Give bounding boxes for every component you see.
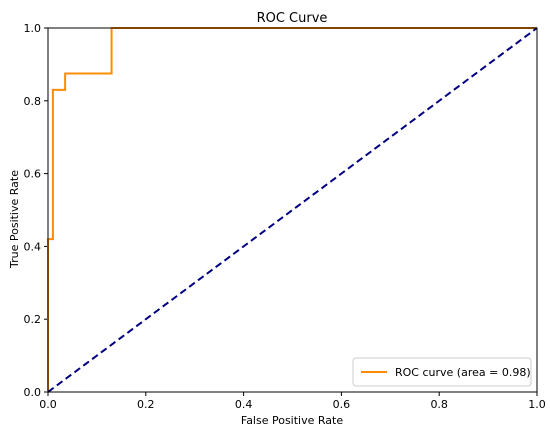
- y-tick-label: 0.6: [24, 168, 42, 181]
- x-tick-label: 0.8: [430, 398, 448, 411]
- x-tick-label: 0.4: [235, 398, 253, 411]
- axis-ticks: 0.0 0.2 0.4 0.6 0.8 1.0 0.0 0.2 0.4 0.6 0.8 1.0: [24, 22, 546, 411]
- x-axis-label: False Positive Rate: [241, 414, 343, 427]
- y-tick-label: 0.0: [24, 386, 42, 399]
- y-axis-label: True Positive Rate: [8, 170, 21, 269]
- legend-box: [352, 357, 532, 387]
- legend-label: ROC curve (area = 0.98): [395, 366, 531, 379]
- y-tick-label: 0.8: [24, 95, 42, 108]
- y-tick-label: 0.4: [24, 240, 42, 253]
- x-tick-label: 0.6: [333, 398, 351, 411]
- plot-area: [47, 27, 538, 393]
- x-tick-label: 0.2: [137, 398, 155, 411]
- plot-frame: [47, 27, 538, 393]
- legend: ROC curve (area = 0.98): [352, 357, 532, 387]
- y-tick-label: 1.0: [24, 22, 42, 35]
- x-tick-label: 0.0: [39, 398, 57, 411]
- chance-diagonal-line: [47, 27, 538, 393]
- x-tick-label: 1.0: [528, 398, 546, 411]
- y-tick-label: 0.2: [24, 313, 42, 326]
- chart-title: ROC Curve: [257, 11, 328, 26]
